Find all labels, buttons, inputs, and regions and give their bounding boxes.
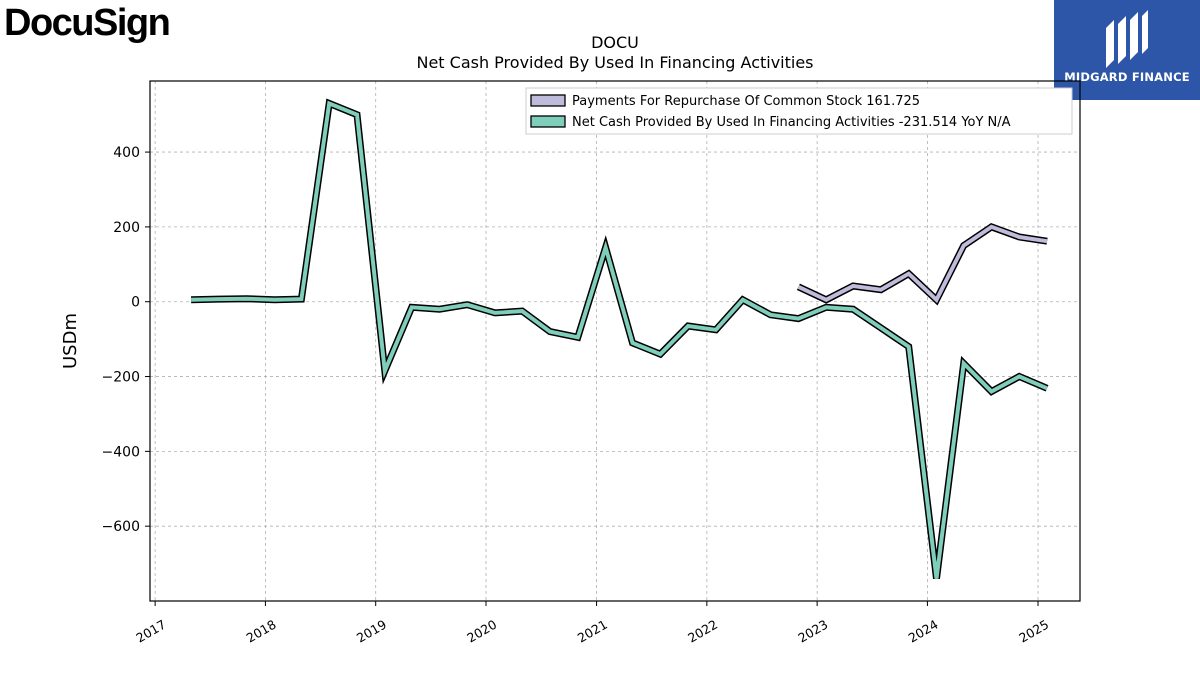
y-tick-label: −600	[102, 519, 140, 535]
x-tick-label: 2018	[244, 617, 279, 646]
x-axis-ticks: 2017 2018 2019 2020 2021 2022 2023 2024 2025	[133, 601, 1051, 646]
x-tick-label: 2022	[685, 617, 720, 646]
x-tick-label: 2025	[1016, 617, 1051, 646]
legend-swatch-repurchase	[530, 94, 566, 107]
series-lines	[191, 98, 1049, 580]
y-tick-label: 200	[113, 220, 140, 236]
legend-label-repurchase: Payments For Repurchase Of Common Stock …	[572, 94, 920, 109]
docusign-logo: DocuSign	[4, 2, 171, 44]
x-tick-label: 2019	[354, 617, 389, 646]
x-tick-label: 2020	[464, 617, 499, 646]
x-tick-label: 2023	[795, 617, 830, 646]
y-tick-label: −200	[102, 370, 140, 386]
legend: Payments For Repurchase Of Common Stock …	[525, 87, 1073, 135]
y-tick-label: 0	[131, 295, 140, 311]
x-tick-label: 2017	[133, 617, 168, 646]
midgard-finance-wordmark: MIDGARD FINANCE	[1064, 70, 1190, 84]
x-tick-label: 2021	[575, 617, 610, 646]
y-axis-label: USDm	[60, 313, 81, 369]
chart-title: DOCU	[591, 33, 639, 52]
series-line-1	[191, 100, 1048, 579]
chart-subtitle: Net Cash Provided By Used In Financing A…	[416, 53, 813, 72]
legend-box	[525, 87, 1073, 135]
midgard-finance-logo: MIDGARD FINANCE	[1054, 0, 1200, 100]
legend-swatch-financing	[530, 115, 566, 128]
plot-area-frame	[149, 80, 1081, 602]
series-line-0	[797, 224, 1048, 304]
y-axis-ticks: −600 −400 −200 0 200 400	[102, 145, 150, 535]
y-tick-label: −400	[102, 444, 140, 460]
midgard-emblem-icon	[1106, 10, 1148, 68]
y-tick-label: 400	[113, 145, 140, 161]
x-tick-label: 2024	[906, 617, 941, 646]
legend-label-financing: Net Cash Provided By Used In Financing A…	[572, 115, 1011, 130]
